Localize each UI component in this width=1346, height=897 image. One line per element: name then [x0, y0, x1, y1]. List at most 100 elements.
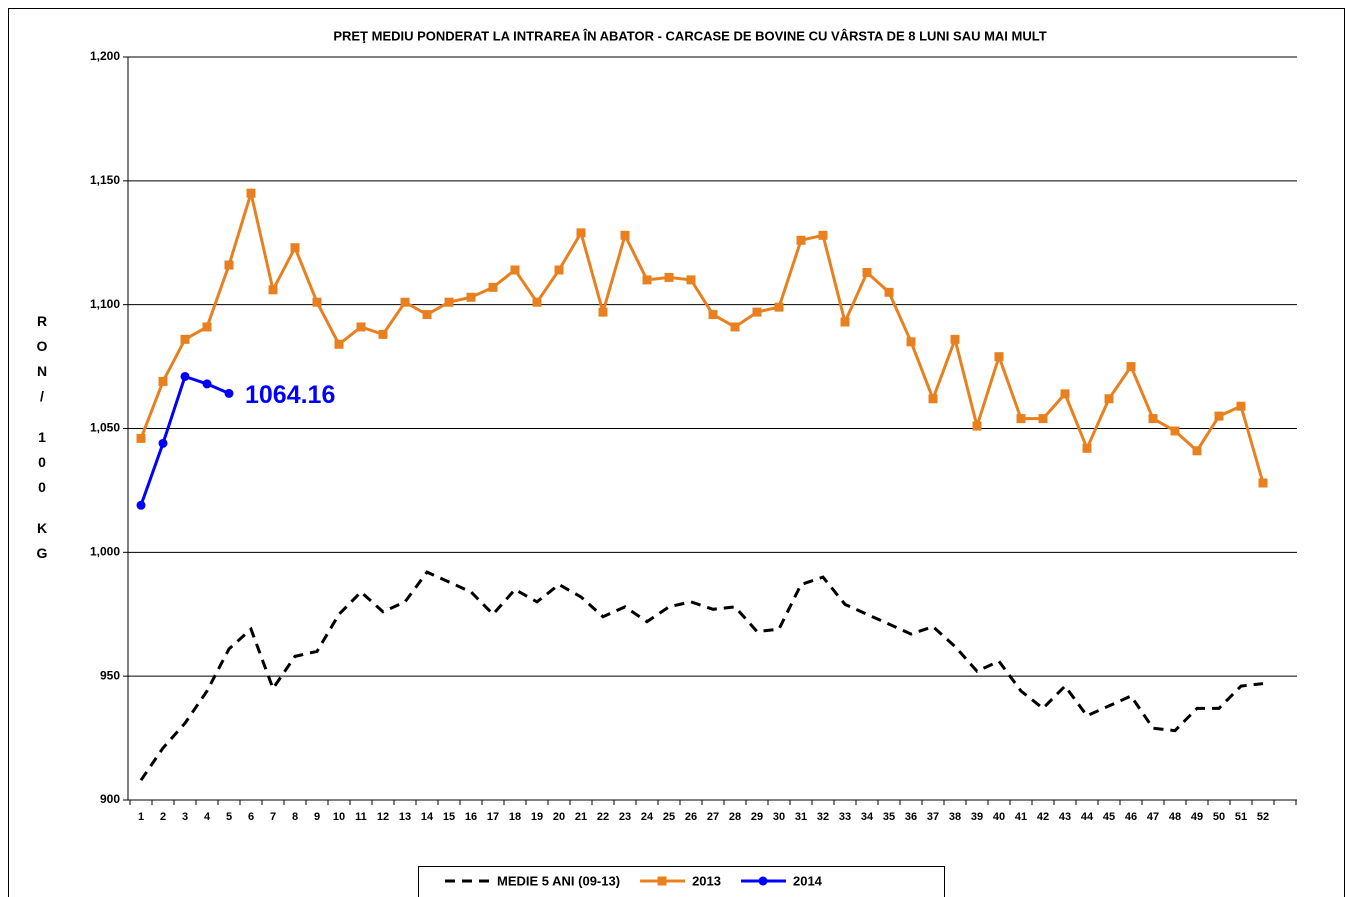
- x-tick-label: 28: [729, 811, 741, 823]
- data-point: [1016, 414, 1026, 424]
- x-tick-label: 7: [270, 811, 276, 823]
- x-tick-label: 36: [905, 811, 917, 823]
- x-tick-label: 1: [138, 811, 144, 823]
- x-tick-label: 12: [377, 811, 389, 823]
- x-tick-label: 10: [333, 811, 345, 823]
- legend-label: MEDIE 5 ANI (09-13): [497, 873, 620, 888]
- x-tick-label: 4: [204, 811, 211, 823]
- legend-marker: [758, 876, 768, 886]
- y-tick-label: 1,200: [90, 49, 120, 63]
- legend-marker: [657, 876, 667, 886]
- x-tick-label: 30: [773, 811, 785, 823]
- chart-border: [8, 8, 1345, 897]
- x-tick-label: 51: [1235, 811, 1247, 823]
- x-tick-label: 33: [839, 811, 851, 823]
- x-tick-label: 49: [1191, 811, 1203, 823]
- x-tick-label: 8: [292, 811, 298, 823]
- data-point: [774, 302, 784, 312]
- data-point: [928, 394, 938, 404]
- data-point: [994, 352, 1004, 362]
- x-tick-label: 13: [399, 811, 411, 823]
- x-tick-label: 37: [927, 811, 939, 823]
- chart-title: PREŢ MEDIU PONDERAT LA INTRAREA ÎN ABATO…: [333, 28, 1046, 43]
- x-tick-label: 20: [553, 811, 565, 823]
- data-point: [972, 421, 982, 431]
- x-tick-label: 48: [1169, 811, 1181, 823]
- data-point: [1170, 426, 1180, 436]
- x-tick-label: 21: [575, 811, 587, 823]
- data-point: [1258, 478, 1268, 488]
- x-tick-label: 43: [1059, 811, 1071, 823]
- data-point: [136, 500, 146, 510]
- data-point: [730, 322, 740, 332]
- data-point: [818, 230, 828, 240]
- data-point: [356, 322, 366, 332]
- x-tick-label: 47: [1147, 811, 1159, 823]
- data-point: [664, 272, 674, 282]
- x-tick-label: 5: [226, 811, 232, 823]
- x-tick-label: 22: [597, 811, 609, 823]
- data-point: [532, 297, 542, 307]
- data-point: [906, 337, 916, 347]
- data-point: [1192, 446, 1202, 456]
- data-point: [1236, 401, 1246, 411]
- x-tick-label: 39: [971, 811, 983, 823]
- data-point: [224, 260, 234, 270]
- x-tick-label: 32: [817, 811, 829, 823]
- data-point: [488, 282, 498, 292]
- data-point: [796, 235, 806, 245]
- series-line: [139, 374, 230, 506]
- x-tick-label: 3: [182, 811, 188, 823]
- x-tick-label: 46: [1125, 811, 1137, 823]
- x-tick-label: 52: [1257, 811, 1269, 823]
- data-point: [1214, 411, 1224, 421]
- data-point: [1038, 414, 1048, 424]
- data-point: [466, 292, 476, 302]
- x-tick-label: 40: [993, 811, 1005, 823]
- data-point: [136, 433, 146, 443]
- x-tick-label: 14: [421, 811, 434, 823]
- data-point: [752, 307, 762, 317]
- y-tick-label: 1,050: [90, 421, 120, 435]
- data-point: [290, 243, 300, 253]
- y-tick-label: 900: [100, 792, 120, 806]
- data-point: [246, 188, 256, 198]
- x-tick-label: 27: [707, 811, 719, 823]
- data-point: [1082, 443, 1092, 453]
- data-point: [576, 228, 586, 238]
- legend-label: 2013: [692, 873, 721, 888]
- y-tick-label: 1,150: [90, 173, 120, 187]
- data-point: [312, 297, 322, 307]
- x-tick-label: 38: [949, 811, 961, 823]
- legend-label: 2014: [793, 873, 823, 888]
- x-tick-label: 31: [795, 811, 807, 823]
- x-tick-label: 17: [487, 811, 499, 823]
- x-tick-label: 34: [861, 811, 874, 823]
- data-point: [1148, 414, 1158, 424]
- data-point: [840, 317, 850, 327]
- data-point: [950, 334, 960, 344]
- data-point: [598, 307, 608, 317]
- x-tick-label: 18: [509, 811, 521, 823]
- data-point: [686, 275, 696, 285]
- x-tick-label: 23: [619, 811, 631, 823]
- x-tick-label: 2: [160, 811, 166, 823]
- x-tick-label: 29: [751, 811, 763, 823]
- data-point: [400, 297, 410, 307]
- data-point: [1126, 362, 1136, 372]
- series-line: [139, 187, 1265, 484]
- data-point: [1060, 389, 1070, 399]
- data-point: [158, 376, 168, 386]
- data-point: [1104, 394, 1114, 404]
- data-point: [510, 265, 520, 275]
- data-point: [554, 265, 564, 275]
- data-label: 1064.16: [245, 381, 335, 409]
- data-point: [642, 275, 652, 285]
- x-tick-label: 35: [883, 811, 895, 823]
- x-tick-label: 19: [531, 811, 543, 823]
- x-tick-label: 9: [314, 811, 320, 823]
- data-point: [268, 285, 278, 295]
- data-point: [224, 388, 234, 398]
- x-tick-label: 44: [1081, 811, 1094, 823]
